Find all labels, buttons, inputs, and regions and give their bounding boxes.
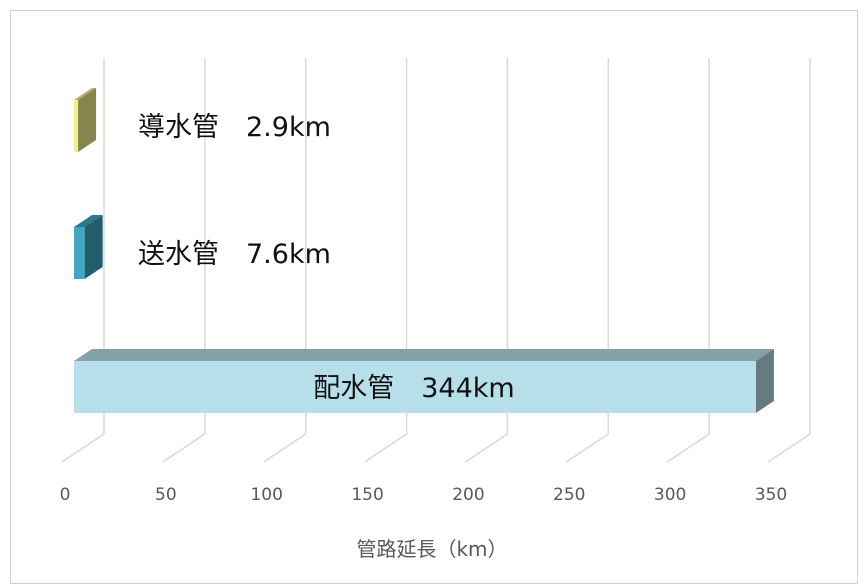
x-axis-title: 管路延長（km） bbox=[356, 537, 507, 561]
x-tick-label: 350 bbox=[755, 485, 787, 505]
data-labels: 導水管 2.9km 送水管 7.6km 配水管 344km bbox=[138, 112, 515, 404]
x-tick-label: 0 bbox=[60, 485, 71, 505]
bar bbox=[74, 88, 97, 152]
x-tick-label: 250 bbox=[553, 485, 585, 505]
data-label: 導水管 2.9km bbox=[138, 112, 331, 143]
x-tick-label: 150 bbox=[351, 485, 383, 505]
x-tick-label: 100 bbox=[250, 485, 282, 505]
x-tick-label: 50 bbox=[155, 485, 177, 505]
data-label: 送水管 7.6km bbox=[138, 239, 331, 270]
bar bbox=[74, 349, 774, 413]
x-tick-labels: 0 50 100 150 200 250 300 350 bbox=[60, 485, 788, 505]
chart-frame bbox=[10, 10, 858, 584]
x-tick-label: 200 bbox=[452, 485, 484, 505]
bars bbox=[74, 88, 774, 413]
bar bbox=[74, 215, 103, 279]
data-label: 配水管 344km bbox=[313, 373, 514, 404]
x-tick-label: 300 bbox=[654, 485, 686, 505]
gridline bbox=[767, 58, 811, 463]
